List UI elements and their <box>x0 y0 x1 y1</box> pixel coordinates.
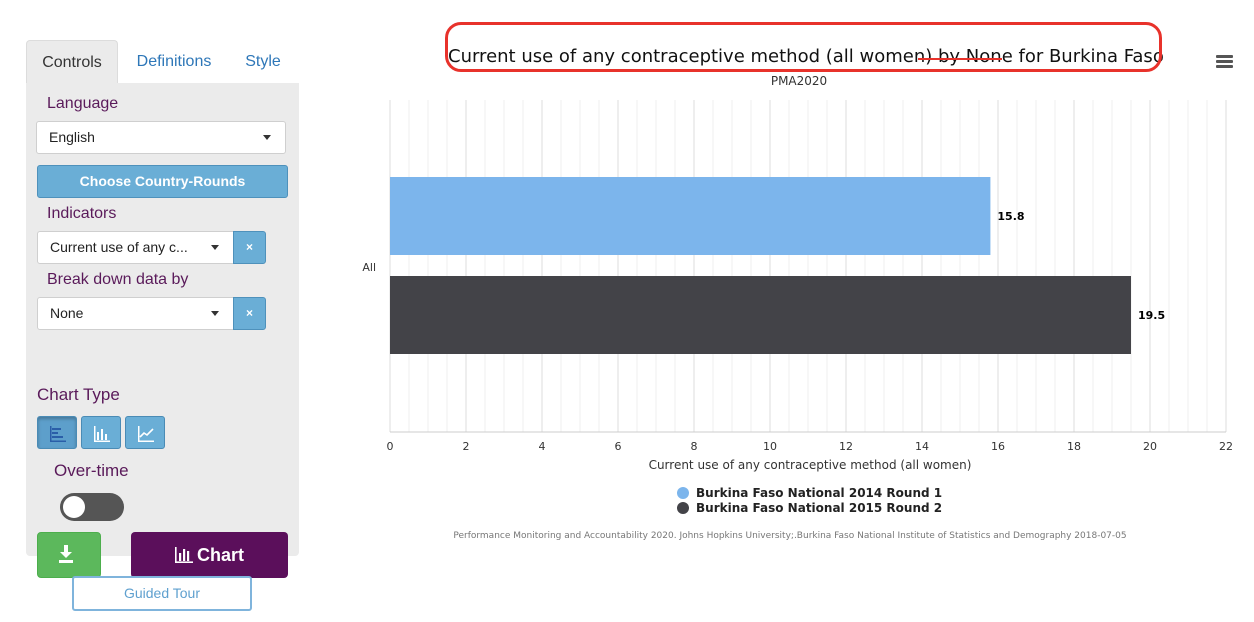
chart-button-label: Chart <box>196 545 244 565</box>
indicators-value: Current use of any c... <box>50 239 188 255</box>
x-tick-label: 6 <box>615 440 622 453</box>
chart-subtitle: PMA2020 <box>770 74 828 88</box>
download-button[interactable] <box>37 532 101 578</box>
line-chart-icon <box>138 426 154 442</box>
clear-indicators-button[interactable]: × <box>233 231 266 264</box>
chart-type-line-button[interactable] <box>125 416 165 449</box>
bar-chart-icon <box>174 547 193 563</box>
controls-panel: Controls Definitions Style Language Engl… <box>26 40 299 578</box>
legend-marker <box>677 502 689 514</box>
breakdown-value: None <box>50 305 84 321</box>
x-tick-label: 16 <box>991 440 1005 453</box>
data-label: 15.8 <box>997 210 1024 223</box>
breakdown-select[interactable]: None <box>37 297 234 330</box>
bar <box>390 177 991 255</box>
bar-vertical-icon <box>94 426 110 442</box>
x-tick-label: 14 <box>915 440 929 453</box>
bar <box>390 276 1131 354</box>
controls-body: Language English Choose Country-Rounds I… <box>26 83 299 578</box>
annotation-highlight-ellipse <box>445 22 1162 72</box>
bar-chart: 15.8 19.5 0 2 4 6 8 10 12 14 16 18 20 22 Current use … <box>362 100 1233 515</box>
x-tick-label: 2 <box>463 440 470 453</box>
data-label: 19.5 <box>1138 309 1165 322</box>
chart-button[interactable]: Chart <box>131 532 288 578</box>
hamburger-menu-icon[interactable] <box>1216 55 1233 68</box>
toggle-knob <box>63 496 85 518</box>
x-tick-label: 22 <box>1219 440 1233 453</box>
language-select[interactable]: English <box>36 121 286 154</box>
indicators-select[interactable]: Current use of any c... <box>37 231 234 264</box>
x-tick-label: 12 <box>839 440 853 453</box>
guided-tour-button[interactable]: Guided Tour <box>72 576 252 611</box>
indicators-label: Indicators <box>47 205 117 222</box>
chart-title: Current use of any contraceptive method … <box>448 46 1164 67</box>
chevron-down-icon <box>263 135 271 140</box>
tab-controls[interactable]: Controls <box>26 40 118 83</box>
chart-type-horizontal-bar-button[interactable] <box>37 416 77 449</box>
bar-horizontal-icon <box>50 426 66 442</box>
x-tick-label: 0 <box>387 440 394 453</box>
chevron-down-icon <box>211 245 219 250</box>
category-label: All <box>362 261 376 274</box>
tab-definitions[interactable]: Definitions <box>136 53 212 70</box>
choose-country-rounds-button[interactable]: Choose Country-Rounds <box>37 165 288 198</box>
x-tick-label: 10 <box>763 440 777 453</box>
x-tick-label: 4 <box>539 440 546 453</box>
legend-label: Burkina Faso National 2015 Round 2 <box>696 501 942 515</box>
language-label: Language <box>47 95 119 112</box>
source-note: Performance Monitoring and Accountabilit… <box>453 531 1127 541</box>
x-axis-title: Current use of any contraceptive method … <box>649 458 972 472</box>
x-tick-label: 8 <box>691 440 698 453</box>
chart-type-label: Chart Type <box>37 385 120 404</box>
breakdown-label: Break down data by <box>47 271 189 288</box>
over-time-label: Over-time <box>54 461 129 480</box>
x-tick-label: 20 <box>1143 440 1157 453</box>
tab-style[interactable]: Style <box>245 53 281 70</box>
download-icon <box>59 545 73 563</box>
language-value: English <box>49 129 95 145</box>
annotation-strikethrough <box>918 58 1002 60</box>
x-tick-label: 18 <box>1067 440 1081 453</box>
sidebar-tabs: Controls Definitions Style <box>26 40 299 83</box>
clear-breakdown-button[interactable]: × <box>233 297 266 330</box>
chart-type-vertical-bar-button[interactable] <box>81 416 121 449</box>
over-time-toggle[interactable] <box>60 493 124 521</box>
legend-marker <box>677 487 689 499</box>
legend-label: Burkina Faso National 2014 Round 1 <box>696 486 942 500</box>
chevron-down-icon <box>211 311 219 316</box>
